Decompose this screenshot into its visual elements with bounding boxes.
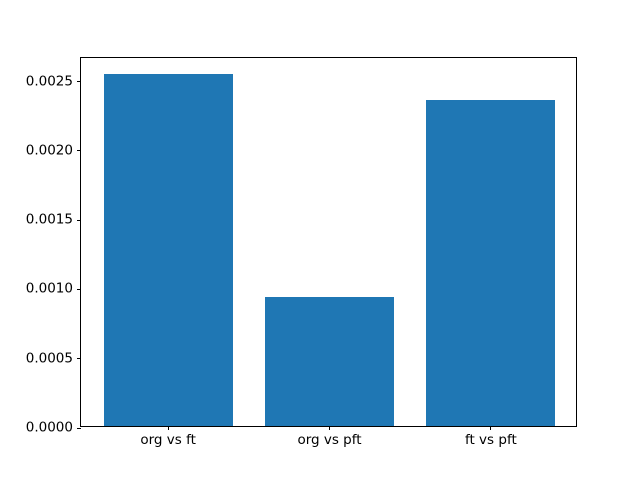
bar-org-vs-pft <box>264 297 395 426</box>
bar-ft-vs-pft <box>426 100 556 426</box>
y-tick-label: 0.0005 <box>25 349 73 366</box>
x-tick-label: org vs ft <box>140 432 196 448</box>
x-tick-mark <box>167 426 169 430</box>
y-tick-label: 0.0010 <box>25 280 73 297</box>
y-tick-label: 0.0015 <box>25 211 73 228</box>
y-tick-mark <box>77 427 81 429</box>
x-tick-label: org vs pft <box>297 432 362 448</box>
y-tick-mark <box>77 358 81 360</box>
x-tick-mark <box>329 426 330 430</box>
y-tick-label: 0.0020 <box>25 142 73 159</box>
bar-org-vs-ft <box>103 74 233 426</box>
y-tick-mark <box>77 150 81 152</box>
y-tick-mark <box>77 219 81 221</box>
y-tick-label: 0.0025 <box>25 72 73 89</box>
x-tick-mark <box>490 426 492 430</box>
x-tick-label: ft vs pft <box>464 432 517 448</box>
y-tick-mark <box>77 288 81 290</box>
y-tick-mark <box>77 81 81 83</box>
plot-area: 0.0000 0.0005 0.0010 0.0015 0.0020 0.0025 org … <box>26 57 577 447</box>
y-tick-label: 0.0000 <box>25 419 73 436</box>
